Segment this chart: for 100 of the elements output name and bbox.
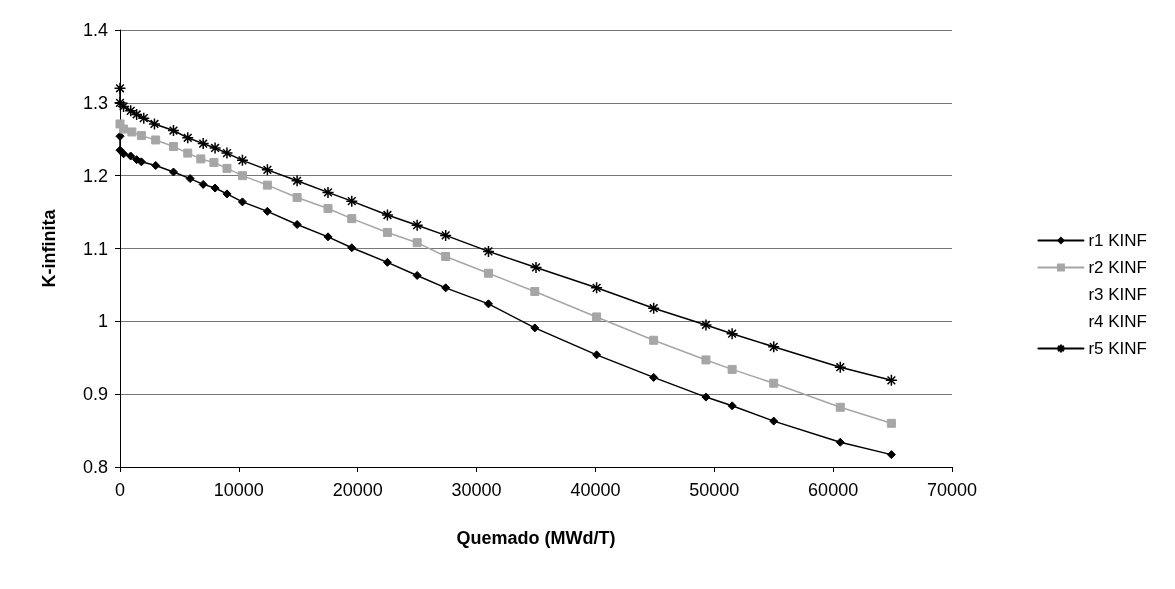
legend-label: r2 KINF [1088,258,1147,277]
point [236,154,249,167]
point [649,335,659,345]
x-axis-title: Quemado (MWd/T) [456,528,616,548]
point [482,245,495,258]
point [124,104,137,118]
point [208,141,222,155]
point [220,146,234,160]
point [529,261,543,274]
x-tick-label: 20000 [332,480,383,500]
point [347,214,357,224]
x-tick-label: 40000 [570,480,621,500]
point [886,418,896,428]
point [382,257,392,267]
point [441,252,451,262]
x-tick-label: 70000 [926,480,978,500]
point [209,158,219,168]
point [136,131,146,141]
point [321,186,335,199]
point [148,117,161,131]
y-tick-label: 1.3 [82,92,108,113]
point [701,355,711,365]
point [769,378,779,388]
point [137,111,151,125]
legend-label: r5 KINF [1088,339,1147,358]
point [347,243,357,253]
legend-label: r1 KINF [1088,231,1147,250]
point [412,238,422,248]
point [649,372,659,382]
point [441,283,451,293]
point [381,208,394,222]
point [885,374,898,387]
y-tick-label: 1.1 [82,238,108,259]
point [382,227,392,237]
point [113,82,127,95]
point [126,151,136,161]
point [262,180,272,190]
point [151,135,161,145]
y-tick-label: 0.9 [82,384,108,405]
point [727,364,737,374]
point [136,157,146,167]
point [167,124,180,137]
point [168,167,178,177]
point [439,229,452,242]
point [483,299,493,309]
point [323,203,333,213]
x-tick-label: 0 [114,480,126,500]
point [237,197,247,207]
point [292,219,302,229]
x-tick-label: 50000 [689,480,740,500]
text: r3 KINF [1088,285,1147,304]
point [592,312,602,322]
point [127,127,137,137]
point [198,179,208,189]
point [590,281,603,295]
point [196,154,206,164]
x-tick-label: 10000 [213,480,264,500]
y-tick-label: 1.2 [82,165,108,186]
point [261,163,274,177]
point [412,270,422,280]
point [886,450,896,460]
y-tick-label: 0.8 [82,457,108,477]
point [725,327,739,340]
point [181,131,194,145]
y-tick-label: 1 [97,311,108,332]
point [183,148,193,158]
point [701,392,711,402]
point [237,171,247,181]
point [119,149,129,159]
point [290,174,304,188]
point [410,218,424,232]
point [196,137,210,150]
text: r4 KINF [1088,312,1147,331]
point [483,268,493,278]
point [345,194,359,208]
point [647,301,660,315]
point [835,402,845,412]
point [834,360,847,374]
point [168,142,178,152]
point [113,96,127,110]
y-axis-title: K-infinita [39,208,59,288]
point [210,183,220,193]
x-tick-label: 30000 [451,480,502,500]
point [222,163,232,173]
point [769,416,779,426]
point [185,174,195,184]
y-tick-label: 1.4 [82,20,108,40]
point [699,318,713,332]
point [119,124,129,134]
point [835,437,845,447]
point [530,286,540,296]
x-tick-label: 60000 [808,480,859,500]
point [767,340,780,354]
point [117,100,130,113]
point [727,401,737,411]
point [130,108,143,121]
point [323,232,333,242]
point [530,323,540,333]
point [151,160,161,170]
point [262,206,272,216]
